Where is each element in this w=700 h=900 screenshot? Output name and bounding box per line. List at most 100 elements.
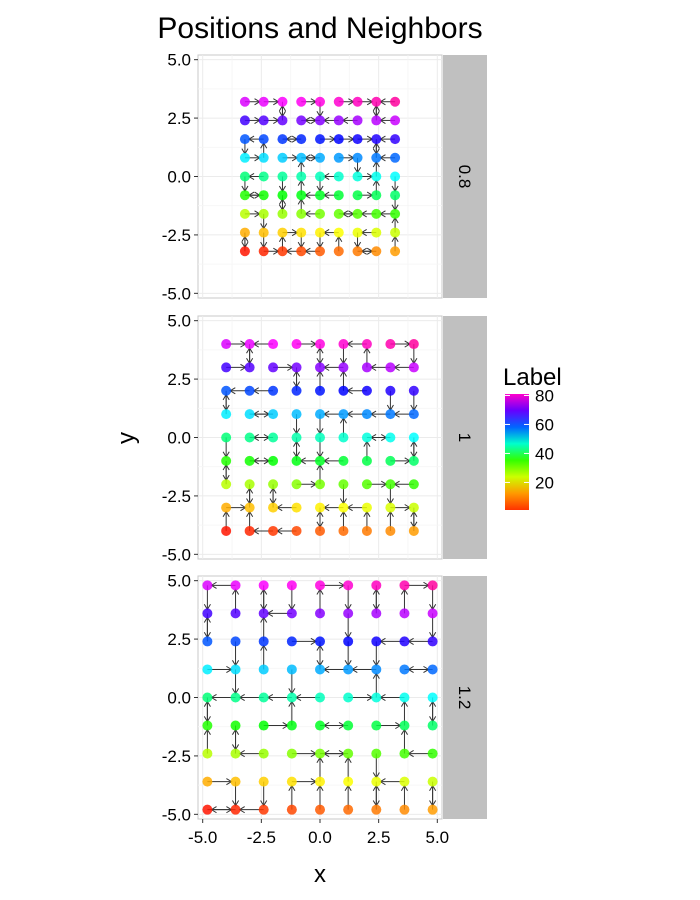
data-point-59 [315,385,325,396]
data-point-42 [333,171,344,182]
data-point-10 [202,776,213,787]
data-point-64 [202,608,213,619]
data-point-26 [385,479,396,490]
data-point-31 [291,455,302,466]
data-point-63 [427,636,438,647]
data-point-63 [390,134,401,145]
y-tick-label: 2.5 [167,370,191,389]
data-point-52 [361,409,372,420]
data-point-11 [244,502,255,513]
data-point-41 [315,692,325,703]
data-point-34 [371,720,382,731]
data-point-20 [244,479,255,490]
data-point-60 [338,385,349,396]
data-point-59 [315,134,325,145]
data-point-20 [258,208,269,219]
data-point-32 [315,720,325,731]
x-tick-label: -2.5 [247,828,276,847]
facet-strip [443,55,487,298]
data-point-52 [352,152,363,163]
data-point-45 [408,432,419,443]
data-point-16 [361,502,372,513]
data-point-47 [244,409,255,420]
data-point-7 [371,804,382,815]
data-point-5 [315,246,325,257]
data-point-64 [239,115,250,126]
data-point-40 [291,432,302,443]
data-point-73 [202,580,213,591]
data-point-75 [268,339,279,350]
data-point-38 [258,171,269,182]
data-point-79 [352,96,363,107]
data-point-23 [315,479,325,490]
data-point-55 [239,134,250,145]
data-point-33 [338,455,349,466]
points [202,580,438,815]
data-point-34 [361,455,372,466]
data-point-41 [315,171,325,182]
data-point-81 [408,339,419,350]
data-point-35 [385,455,396,466]
data-point-42 [343,692,354,703]
y-tick-label: 2.5 [167,109,191,128]
data-point-9 [408,525,419,536]
y-tick-label: 0.0 [167,429,191,448]
data-point-30 [258,720,269,731]
data-point-58 [286,636,297,647]
data-point-21 [277,208,288,219]
data-point-31 [296,190,307,201]
data-point-42 [338,432,349,443]
data-point-4 [296,246,307,257]
legend-title: Label [503,364,562,391]
data-point-41 [315,432,325,443]
y-tick-label: -5.0 [162,284,191,303]
data-point-7 [361,525,372,536]
data-point-71 [371,115,382,126]
data-point-38 [244,432,255,443]
data-point-73 [239,96,250,107]
data-point-48 [268,409,279,420]
data-point-55 [221,385,232,396]
data-point-15 [333,227,344,238]
data-point-11 [230,776,241,787]
data-point-29 [244,455,255,466]
data-point-68 [315,115,325,126]
data-point-3 [258,804,269,815]
y-tick-label: 2.5 [167,630,191,649]
data-point-14 [315,776,325,787]
data-point-25 [361,479,372,490]
points [239,96,401,257]
data-point-59 [315,636,325,647]
data-point-64 [221,362,232,373]
data-point-50 [315,152,325,163]
legend-tick-label: 80 [535,386,554,405]
data-point-12 [258,776,269,787]
data-point-62 [399,636,410,647]
data-point-56 [244,385,255,396]
data-point-60 [333,134,344,145]
data-point-46 [221,409,232,420]
data-point-15 [338,502,349,513]
data-point-18 [427,776,438,787]
data-point-75 [258,580,269,591]
data-point-80 [371,96,382,107]
data-point-8 [385,525,396,536]
data-point-66 [258,608,269,619]
data-point-81 [390,96,401,107]
data-point-8 [371,246,382,257]
facet-strip [443,316,487,559]
data-point-22 [296,208,307,219]
data-point-44 [399,692,410,703]
data-point-81 [427,580,438,591]
data-point-70 [371,608,382,619]
data-point-3 [268,525,279,536]
points [221,339,419,536]
data-point-71 [385,362,396,373]
data-point-65 [244,362,255,373]
data-point-23 [315,208,325,219]
facet-strip [443,576,487,819]
data-point-66 [277,115,288,126]
y-tick-label: 5.0 [167,51,191,70]
data-point-58 [296,134,307,145]
data-point-74 [230,580,241,591]
